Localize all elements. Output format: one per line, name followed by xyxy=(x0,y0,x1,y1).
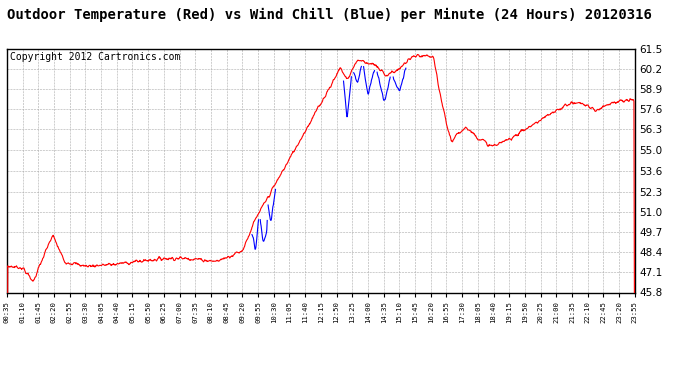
Text: Outdoor Temperature (Red) vs Wind Chill (Blue) per Minute (24 Hours) 20120316: Outdoor Temperature (Red) vs Wind Chill … xyxy=(7,8,652,22)
Text: Copyright 2012 Cartronics.com: Copyright 2012 Cartronics.com xyxy=(10,53,180,62)
